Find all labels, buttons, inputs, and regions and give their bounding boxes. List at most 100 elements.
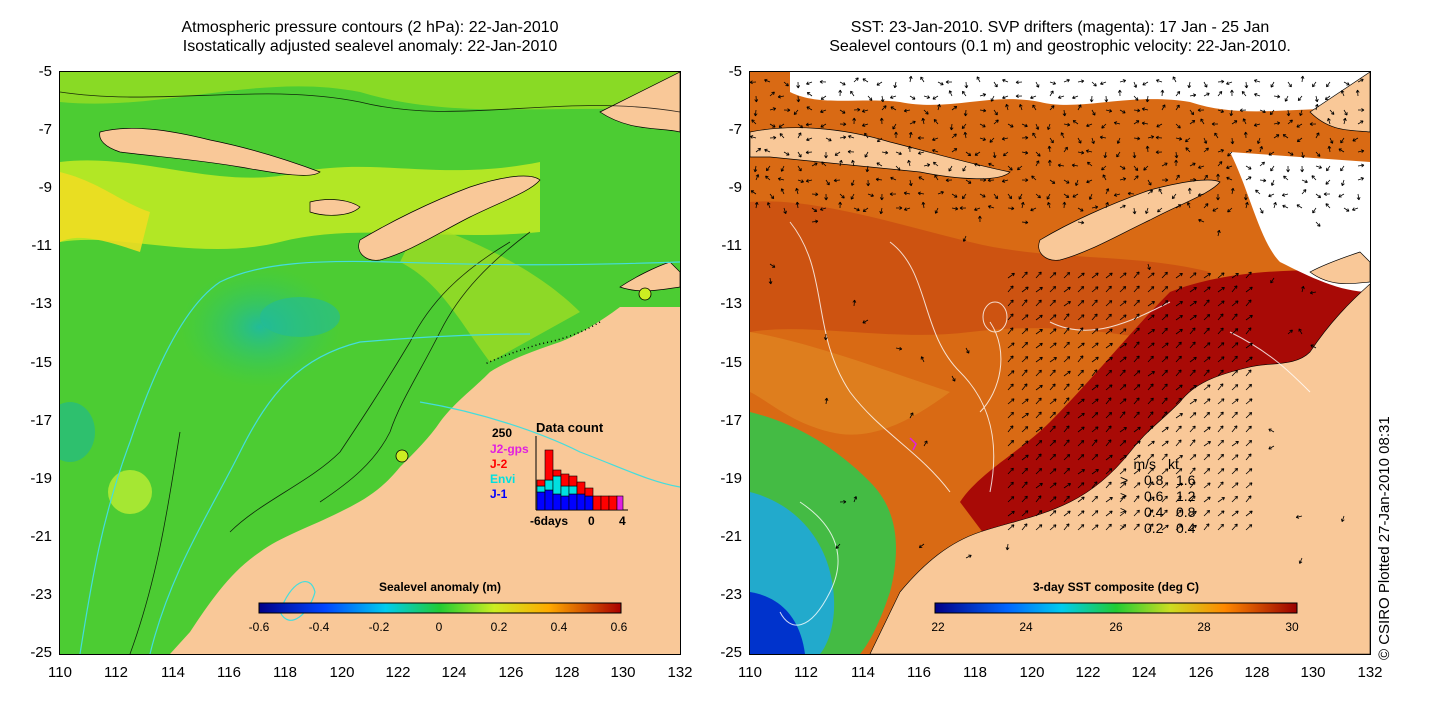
left-title-line2: Isostatically adjusted sealevel anomaly:… bbox=[182, 38, 558, 55]
velocity-arrow bbox=[1091, 81, 1097, 87]
velocity-arrow bbox=[1175, 369, 1182, 377]
velocity-arrow bbox=[1174, 159, 1178, 167]
velocity-arrow bbox=[1089, 95, 1094, 103]
velocity-arrow bbox=[1226, 81, 1233, 86]
velocity-arrow bbox=[755, 147, 762, 153]
velocity-arrow bbox=[1231, 384, 1239, 391]
velocity-arrow bbox=[1175, 301, 1183, 307]
velocity-arrow bbox=[1161, 440, 1169, 447]
right-ytick-2: -7 bbox=[728, 121, 742, 138]
velocity-arrow bbox=[834, 151, 841, 156]
velocity-arrow bbox=[1091, 299, 1098, 307]
velocity-arrow bbox=[1105, 481, 1112, 489]
velocity-arrow bbox=[894, 131, 898, 139]
velocity-arrow bbox=[1259, 207, 1264, 214]
velocity-arrow bbox=[908, 179, 913, 187]
velocity-arrow bbox=[1077, 355, 1084, 363]
left-ytick-1: -5 bbox=[38, 63, 52, 80]
velocity-arrow bbox=[964, 81, 969, 89]
left-xtick-12: 132 bbox=[667, 664, 693, 681]
velocity-arrow bbox=[1077, 137, 1082, 144]
velocity-arrow bbox=[1244, 81, 1249, 89]
velocity-arrow bbox=[1161, 397, 1168, 405]
velocity-arrow bbox=[1143, 165, 1149, 171]
velocity-arrow bbox=[1049, 105, 1055, 111]
velocity-arrow bbox=[1104, 95, 1109, 103]
velocity-arrow bbox=[769, 193, 775, 200]
velocity-arrow bbox=[876, 162, 883, 167]
velocity-arrow bbox=[951, 148, 958, 153]
velocity-arrow bbox=[1072, 95, 1079, 100]
velocity-arrow bbox=[1203, 342, 1211, 349]
velocity-arrow bbox=[1161, 342, 1169, 349]
velocity-arrow bbox=[1021, 271, 1028, 279]
velocity-arrow bbox=[1007, 383, 1014, 391]
velocity-arrow bbox=[932, 149, 939, 153]
velocity-arrow bbox=[1105, 411, 1113, 419]
velocity-arrow bbox=[1189, 300, 1197, 307]
velocity-arrow bbox=[1049, 468, 1057, 475]
velocity-arrow bbox=[1021, 123, 1028, 128]
velocity-arrow bbox=[1133, 454, 1141, 461]
velocity-arrow bbox=[1035, 453, 1042, 461]
velocity-arrow bbox=[861, 123, 869, 127]
velocity-arrow bbox=[974, 162, 981, 167]
velocity-arrow bbox=[1338, 148, 1345, 153]
velocity-arrow bbox=[1175, 104, 1180, 111]
velocity-arrow bbox=[1175, 425, 1182, 433]
velocity-arrow bbox=[1245, 453, 1252, 461]
velocity-arrow bbox=[833, 178, 841, 183]
velocity-arrow bbox=[1091, 384, 1099, 391]
velocity-arrow bbox=[764, 148, 771, 153]
velocity-arrow bbox=[1217, 79, 1225, 84]
velocity-arrow bbox=[1189, 524, 1197, 531]
velocity-arrow bbox=[1035, 328, 1043, 335]
velocity-arrow bbox=[949, 123, 954, 131]
velocity-arrow bbox=[1189, 341, 1196, 349]
velocity-arrow bbox=[1326, 81, 1331, 88]
velocity-arrow bbox=[1147, 342, 1155, 349]
velocity-arrow bbox=[974, 207, 981, 212]
velocity-arrow bbox=[1355, 89, 1360, 97]
velocity-arrow bbox=[1147, 314, 1155, 321]
data-count-ymax: 250 bbox=[492, 426, 513, 440]
velocity-arrow bbox=[1155, 135, 1163, 140]
velocity-arrow bbox=[797, 151, 802, 158]
velocity-arrow bbox=[1035, 467, 1043, 475]
velocity-arrow bbox=[1003, 151, 1009, 157]
left-xtick-1: 110 bbox=[48, 664, 72, 681]
velocity-arrow bbox=[1357, 177, 1364, 181]
velocity-arrow bbox=[1296, 204, 1303, 209]
velocity-arrow bbox=[1231, 120, 1238, 125]
velocity-arrow bbox=[780, 188, 785, 195]
velocity-arrow bbox=[1147, 189, 1154, 195]
velocity-arrow bbox=[1231, 313, 1238, 321]
velocity-arrow bbox=[1007, 425, 1014, 433]
velocity-arrow bbox=[879, 117, 884, 125]
velocity-arrow bbox=[1245, 271, 1252, 279]
velocity-arrow bbox=[1063, 370, 1071, 377]
velocity-arrow bbox=[895, 151, 902, 156]
velocity-arrow bbox=[1147, 272, 1155, 279]
velocity-arrow bbox=[1091, 481, 1098, 489]
velocity-arrow bbox=[932, 137, 939, 142]
velocity-arrow bbox=[1245, 383, 1253, 391]
velocity-arrow bbox=[1091, 495, 1098, 503]
velocity-arrow bbox=[909, 412, 914, 419]
velocity-arrow bbox=[965, 554, 972, 559]
velocity-arrow bbox=[920, 76, 925, 83]
velocity-arrow bbox=[907, 159, 911, 167]
velocity-arrow bbox=[1203, 273, 1211, 279]
velocity-arrow bbox=[839, 135, 847, 140]
velocity-arrow bbox=[1254, 93, 1261, 97]
left-title: Atmospheric pressure contours (2 hPa): 2… bbox=[60, 18, 680, 56]
velocity-arrow bbox=[962, 165, 967, 172]
velocity-arrow bbox=[1021, 286, 1029, 293]
velocity-arrow bbox=[1077, 79, 1085, 84]
velocity-arrow bbox=[1105, 272, 1113, 279]
velocity-arrow bbox=[1245, 412, 1253, 419]
velocity-arrow bbox=[1352, 207, 1359, 211]
velocity-arrow bbox=[1338, 193, 1345, 198]
velocity-arrow bbox=[1268, 428, 1275, 433]
velocity-arrow bbox=[797, 123, 804, 129]
